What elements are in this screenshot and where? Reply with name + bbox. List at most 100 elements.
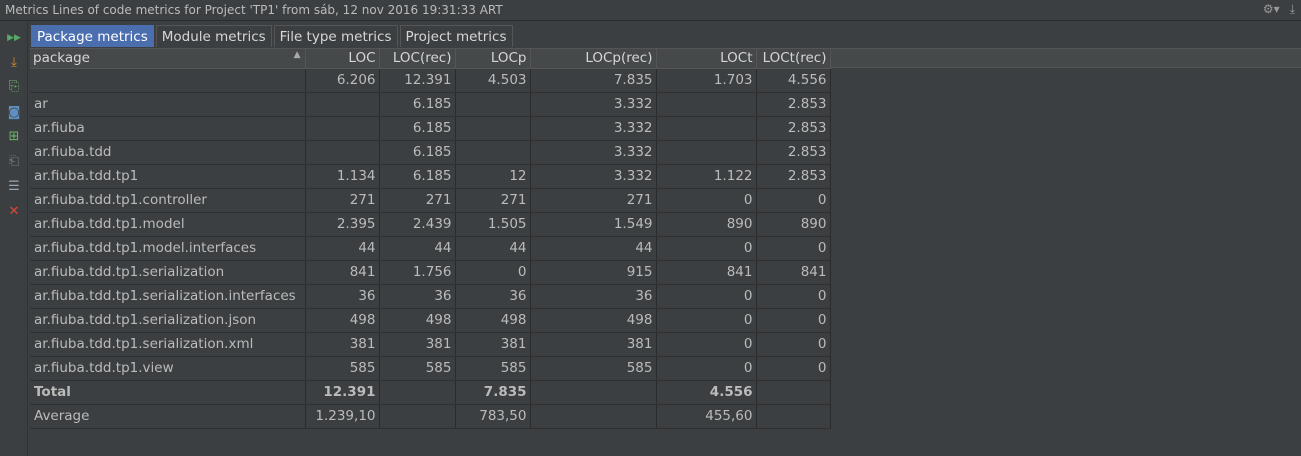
sort-ascending-icon[interactable]: ▲: [293, 50, 301, 60]
package-name-cell: ar.fiuba.tdd.tp1: [30, 164, 306, 189]
metric-cell: 44: [530, 236, 657, 261]
column-header-loctrec[interactable]: LOCt(rec): [756, 49, 831, 69]
tab-file-type-metrics[interactable]: File type metrics: [273, 25, 398, 47]
column-header-package[interactable]: package ▲: [30, 49, 306, 69]
diff-icon[interactable]: ⊞: [8, 128, 20, 144]
metric-cell: 0: [656, 236, 757, 261]
metric-cell: 1.703: [656, 68, 757, 93]
metric-cell: 36: [305, 284, 380, 309]
tab-package-metrics[interactable]: Package metrics: [31, 25, 154, 47]
metric-cell: 0: [656, 356, 757, 381]
table-row[interactable]: ar.fiuba.tdd 6.185 3.332 2.853: [30, 140, 831, 165]
metric-cell: 4.556: [756, 68, 831, 93]
metric-cell: 841: [656, 260, 757, 285]
column-header-locrec[interactable]: LOC(rec): [379, 49, 456, 69]
metric-cell: 2.853: [756, 164, 831, 189]
metric-cell: 381: [455, 332, 531, 357]
metric-cell: 915: [530, 260, 657, 285]
package-name-cell: ar.fiuba.tdd.tp1.serialization.json: [30, 308, 306, 333]
metric-cell: [756, 404, 831, 429]
package-name-cell: ar.fiuba: [30, 116, 306, 141]
table-row[interactable]: ar.fiuba.tdd.tp1.serialization.json 498 49…: [30, 308, 831, 333]
metric-cell: 271: [455, 188, 531, 213]
column-header-label: LOCt: [720, 50, 753, 67]
package-name-cell: ar.fiuba.tdd.tp1.serialization.xml: [30, 332, 306, 357]
column-header-locprec[interactable]: LOCp(rec): [530, 49, 657, 69]
metric-cell: 0: [756, 308, 831, 333]
metric-cell: 381: [305, 332, 380, 357]
metric-cell: [379, 404, 456, 429]
table-row[interactable]: ar.fiuba.tdd.tp1.controller 271 271 271 271 0…: [30, 188, 831, 213]
metric-cell: 4.503: [455, 68, 531, 93]
table-row[interactable]: ar.fiuba.tdd.tp1.serialization.interface…: [30, 284, 831, 309]
table-row[interactable]: ar.fiuba.tdd.tp1.serialization 841 1.756 0 9…: [30, 260, 831, 285]
package-name-cell: ar.fiuba.tdd.tp1.serialization: [30, 260, 306, 285]
package-name-cell: [30, 68, 306, 93]
metric-cell: 1.756: [379, 260, 456, 285]
metric-cell: 0: [756, 188, 831, 213]
column-header-label: LOCp: [490, 50, 527, 67]
average-row[interactable]: Average 1.239,10 783,50 455,60: [30, 404, 831, 429]
header-fill: [830, 49, 1301, 68]
metric-cell: 498: [379, 308, 456, 333]
metric-cell: 498: [305, 308, 380, 333]
tab-module-metrics[interactable]: Module metrics: [155, 25, 272, 47]
metric-cell: 3.332: [530, 116, 657, 141]
metric-cell: 455,60: [656, 404, 757, 429]
metric-cell: 585: [379, 356, 456, 381]
table-row[interactable]: 6.206 12.391 4.503 7.835 1.703 4.556: [30, 68, 831, 93]
metric-cell: 2.853: [756, 140, 831, 165]
metric-cell: 0: [756, 284, 831, 309]
table-row[interactable]: ar.fiuba.tdd.tp1.model.interfaces 44 44 44 4…: [30, 236, 831, 261]
table-row[interactable]: ar.fiuba 6.185 3.332 2.853: [30, 116, 831, 141]
open-file-icon[interactable]: ⎘: [8, 78, 20, 94]
metric-cell: 498: [530, 308, 657, 333]
package-name-cell: ar.fiuba.tdd: [30, 140, 306, 165]
metric-cell: 3.332: [530, 92, 657, 117]
metric-cell: 1.505: [455, 212, 531, 237]
rerun-icon[interactable]: ▶▶: [7, 32, 21, 43]
table-row[interactable]: ar.fiuba.tdd.tp1.serialization.xml 381 381…: [30, 332, 831, 357]
metric-cell: [656, 92, 757, 117]
metric-cell: 271: [379, 188, 456, 213]
column-header-loc[interactable]: LOC: [305, 49, 380, 69]
tab-project-metrics[interactable]: Project metrics: [399, 25, 513, 47]
table-row[interactable]: ar.fiuba.tdd.tp1 1.134 6.185 12 3.332 1.122 2.…: [30, 164, 831, 189]
metric-cell: 271: [305, 188, 380, 213]
export-icon[interactable]: ⤓: [11, 54, 17, 70]
column-header-locp[interactable]: LOCp: [455, 49, 531, 69]
table-row[interactable]: ar.fiuba.tdd.tp1.model 2.395 2.439 1.505 1.5…: [30, 212, 831, 237]
column-header-loct[interactable]: LOCt: [656, 49, 757, 69]
table-row[interactable]: ar.fiuba.tdd.tp1.view 585 585 585 585 0 0: [30, 356, 831, 381]
left-toolbar: ▶▶ ⤓ ⎘ ◙ ⊞ ⎗ ☰ ✕: [0, 22, 28, 456]
compare-icon[interactable]: ⎗: [8, 153, 20, 169]
metric-cell: 0: [756, 332, 831, 357]
metric-cell: 890: [756, 212, 831, 237]
metric-cell: 44: [305, 236, 380, 261]
table-body: 6.206 12.391 4.503 7.835 1.703 4.556 ar 6.185 3.…: [30, 68, 831, 429]
metric-cell: 0: [455, 260, 531, 285]
metric-cell: 498: [455, 308, 531, 333]
hide-icon[interactable]: ⤓: [1289, 2, 1295, 16]
metric-cell: 1.239,10: [305, 404, 380, 429]
window-titlebar: Metrics Lines of code metrics for Projec…: [0, 0, 1301, 21]
metric-cell: [455, 116, 531, 141]
package-metrics-table[interactable]: package ▲ LOC LOC(rec) LOCp LOCp(rec) LOCt LOCt…: [30, 49, 831, 429]
package-name-cell: ar.fiuba.tdd.tp1.model: [30, 212, 306, 237]
metric-cell: 6.185: [379, 164, 456, 189]
total-row[interactable]: Total 12.391 7.835 4.556: [30, 380, 831, 405]
gear-icon[interactable]: ⚙▾: [1262, 2, 1280, 16]
group-icon[interactable]: ☰: [8, 178, 20, 194]
metric-cell: 0: [656, 332, 757, 357]
metric-cell: 2.395: [305, 212, 380, 237]
metric-cell: 841: [756, 260, 831, 285]
metric-cell: 6.185: [379, 140, 456, 165]
snapshot-icon[interactable]: ◙: [7, 104, 21, 120]
table-row[interactable]: ar 6.185 3.332 2.853: [30, 92, 831, 117]
metric-cell: [305, 92, 380, 117]
package-name-cell: ar.fiuba.tdd.tp1.model.interfaces: [30, 236, 306, 261]
metric-cell: 7.835: [455, 380, 531, 405]
close-icon[interactable]: ✕: [8, 203, 20, 219]
metric-cell: 381: [530, 332, 657, 357]
metric-cell: 3.332: [530, 164, 657, 189]
